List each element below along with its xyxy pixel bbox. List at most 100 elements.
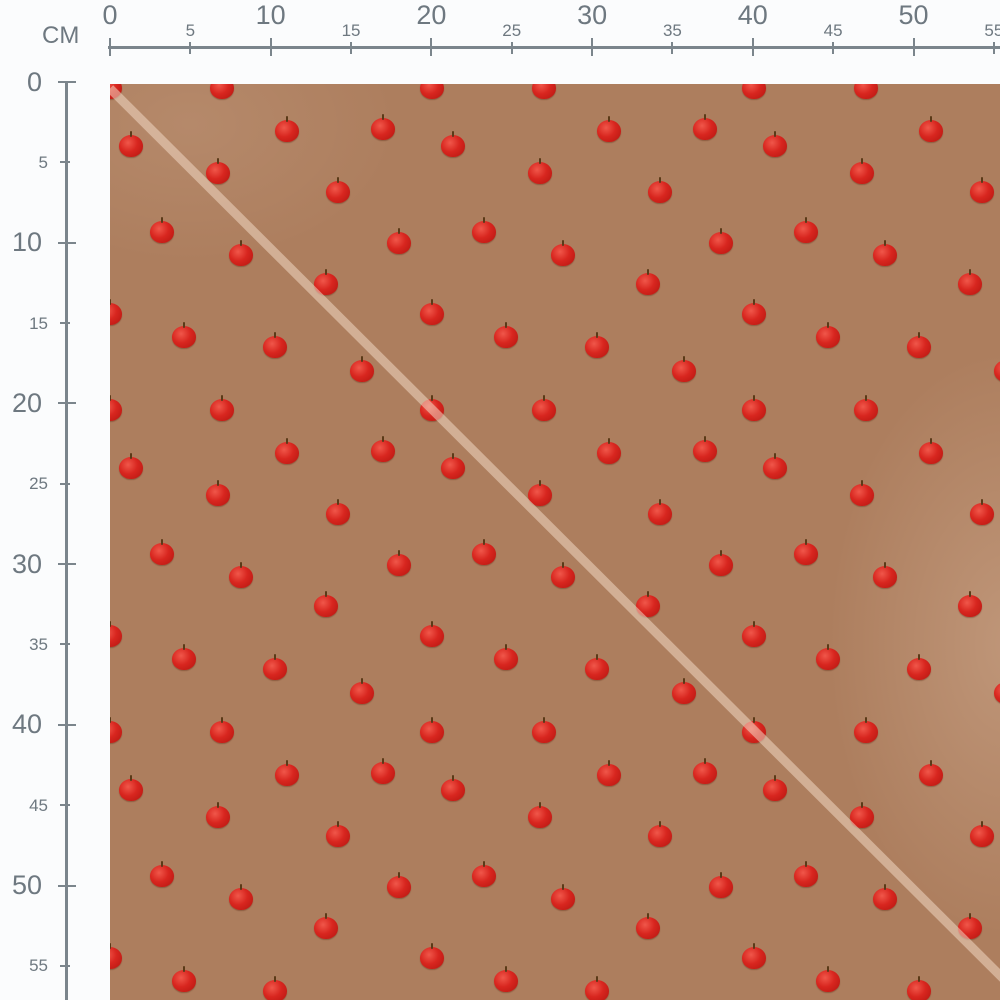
apple-motif [873, 884, 897, 910]
apple-motif [229, 562, 253, 588]
left-ruler-tick [60, 161, 70, 164]
apple-motif [371, 114, 395, 140]
apple-motif [907, 332, 931, 358]
left-ruler-label: 30 [11, 548, 42, 579]
apple-motif [371, 436, 395, 462]
left-ruler-label: 25 [29, 474, 48, 494]
apple-motif [742, 621, 766, 647]
apple-motif [970, 177, 994, 203]
top-ruler-tick [189, 42, 192, 54]
apple-motif [636, 269, 660, 295]
apple-motif [263, 976, 287, 1000]
apple-motif [709, 872, 733, 898]
apple-motif [648, 177, 672, 203]
left-ruler-tick [60, 804, 70, 807]
apple-motif [206, 158, 230, 184]
apple-motif [958, 591, 982, 617]
top-ruler-tick [109, 38, 111, 56]
apple-motif [350, 356, 374, 382]
apple-motif [763, 775, 787, 801]
apple-motif [150, 861, 174, 887]
apple-motif [763, 453, 787, 479]
apple-motif [816, 966, 840, 992]
apple-motif [371, 758, 395, 784]
apple-motif [494, 322, 518, 348]
apple-motif [314, 269, 338, 295]
apple-motif [172, 966, 196, 992]
apple-motif [210, 717, 234, 743]
top-ruler-label: 5 [185, 21, 196, 40]
apple-motif [532, 717, 556, 743]
apple-motif [314, 913, 338, 939]
apple-motif [597, 438, 621, 464]
apple-motif [551, 562, 575, 588]
left-ruler-label: 55 [29, 956, 48, 976]
apple-motif [206, 802, 230, 828]
apple-motif [709, 228, 733, 254]
apple-motif [994, 682, 1000, 704]
apple-motif [636, 913, 660, 939]
apple-motif [420, 84, 444, 99]
top-ruler-tick [671, 42, 674, 54]
apple-motif [585, 332, 609, 358]
apple-motif [597, 760, 621, 786]
apple-motif [648, 499, 672, 525]
apple-motif [742, 84, 766, 99]
left-ruler-label: 40 [11, 709, 42, 740]
left-ruler-label: 20 [11, 387, 42, 418]
top-ruler-tick [832, 42, 835, 54]
apple-motif [172, 322, 196, 348]
apple-motif [494, 966, 518, 992]
apple-motif [672, 678, 696, 704]
top-ruler-label: 40 [737, 0, 768, 30]
apple-motif [314, 591, 338, 617]
apple-motif [850, 158, 874, 184]
top-ruler-label: 50 [898, 0, 929, 30]
apple-motif [551, 240, 575, 266]
left-ruler-tick [60, 482, 70, 485]
apple-motif [229, 884, 253, 910]
left-ruler-tick [58, 884, 76, 887]
top-ruler-label: 35 [662, 21, 682, 40]
apple-motif [907, 654, 931, 680]
top-ruler-line [108, 46, 1000, 49]
fabric-swatch [110, 84, 1000, 1000]
apple-motif [854, 395, 878, 421]
apple-motif [275, 438, 299, 464]
apple-motif [110, 717, 122, 743]
apple-motif [420, 299, 444, 325]
apple-motif [494, 644, 518, 670]
apple-motif [585, 654, 609, 680]
apple-motif [854, 717, 878, 743]
left-ruler-tick [58, 81, 76, 83]
left-ruler-label: 10 [11, 227, 42, 258]
apple-motif [263, 654, 287, 680]
apple-motif [585, 976, 609, 1000]
apple-motif [532, 84, 556, 99]
apple-motif [110, 395, 122, 421]
apple-motif [919, 760, 943, 786]
apple-motif [551, 884, 575, 910]
apple-motif [816, 644, 840, 670]
apple-motif [210, 84, 234, 99]
apple-motif [229, 240, 253, 266]
apple-motif [420, 717, 444, 743]
left-ruler-tick [60, 322, 70, 325]
apple-motif [648, 821, 672, 847]
top-ruler-label: 55 [984, 21, 1000, 40]
left-ruler-label: 5 [38, 152, 48, 172]
left-ruler-tick [58, 402, 76, 405]
apple-motif [472, 539, 496, 565]
left-ruler-line [65, 81, 68, 1000]
apple-motif [150, 217, 174, 243]
top-ruler-tick [430, 38, 433, 56]
apple-motif [326, 499, 350, 525]
ruler-unit-label: CM [42, 22, 80, 49]
apple-motif [110, 299, 122, 325]
top-ruler-tick [510, 42, 513, 54]
apple-motif [420, 621, 444, 647]
top-ruler-tick [591, 38, 594, 56]
top-ruler-tick [350, 42, 353, 54]
apple-motif [472, 861, 496, 887]
apple-motif [873, 562, 897, 588]
